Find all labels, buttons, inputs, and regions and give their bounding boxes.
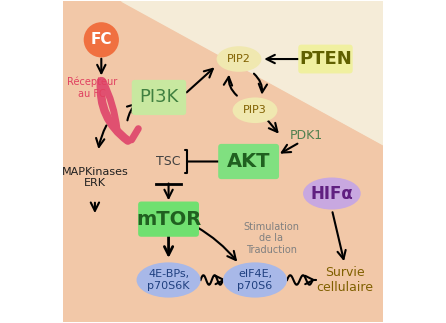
Text: PDK1: PDK1 xyxy=(290,130,323,142)
Ellipse shape xyxy=(303,178,361,210)
Text: PI3K: PI3K xyxy=(139,89,179,107)
Text: 4E-BPs,
p70S6K: 4E-BPs, p70S6K xyxy=(147,269,190,291)
FancyBboxPatch shape xyxy=(132,80,186,115)
Ellipse shape xyxy=(233,98,277,123)
Text: PIP3: PIP3 xyxy=(243,105,267,115)
Text: eIF4E,
p70S6: eIF4E, p70S6 xyxy=(237,269,273,291)
Polygon shape xyxy=(120,1,383,145)
Text: Survie
cellulaire: Survie cellulaire xyxy=(316,266,373,294)
Polygon shape xyxy=(120,1,383,145)
FancyBboxPatch shape xyxy=(218,144,279,179)
Circle shape xyxy=(84,22,119,57)
Text: HIFα: HIFα xyxy=(310,184,353,203)
FancyBboxPatch shape xyxy=(298,45,353,73)
FancyBboxPatch shape xyxy=(63,1,383,322)
Ellipse shape xyxy=(136,262,201,297)
Text: PTEN: PTEN xyxy=(299,50,352,68)
Text: mTOR: mTOR xyxy=(136,210,201,229)
Ellipse shape xyxy=(217,46,261,72)
Text: TSC: TSC xyxy=(156,155,181,168)
Text: Récepteur
au FC: Récepteur au FC xyxy=(66,77,117,99)
Text: PIP2: PIP2 xyxy=(227,54,251,64)
Text: AKT: AKT xyxy=(227,152,270,171)
Text: Stimulation
de la
Traduction: Stimulation de la Traduction xyxy=(243,222,299,255)
Ellipse shape xyxy=(223,262,287,297)
Text: FC: FC xyxy=(91,32,112,47)
FancyBboxPatch shape xyxy=(138,202,199,237)
Text: MAPKinases
ERK: MAPKinases ERK xyxy=(62,167,128,188)
